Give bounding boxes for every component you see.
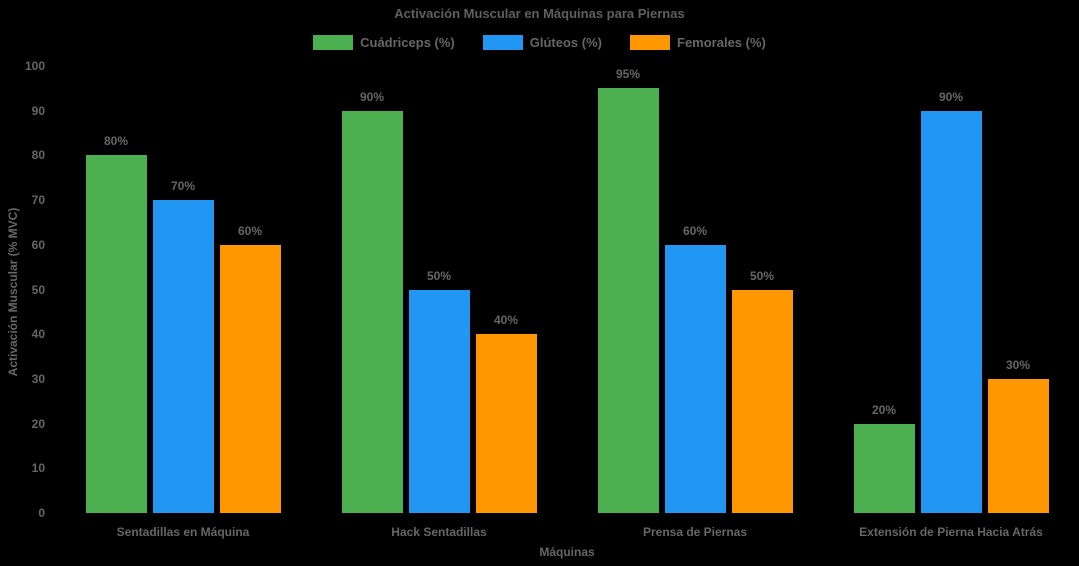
bar-value-label: 60% xyxy=(237,223,263,238)
y-tick-label: 80 xyxy=(31,148,45,163)
bar-value-label: 90% xyxy=(938,89,964,104)
bar xyxy=(152,200,214,513)
y-tick-label: 100 xyxy=(24,59,45,73)
bar-group: 20% 90% 30% xyxy=(823,66,1079,513)
legend-swatch-icon xyxy=(313,35,354,50)
bar xyxy=(664,244,726,513)
y-tick-label: 40 xyxy=(31,327,45,342)
bar-column: 95% xyxy=(597,66,659,513)
bar-column: 30% xyxy=(987,66,1049,513)
legend-item-3[interactable]: Femorales (%) xyxy=(630,35,766,50)
y-tick-label: 30 xyxy=(31,371,45,386)
bar-value-label: 50% xyxy=(426,268,452,283)
bar-column: 50% xyxy=(408,66,470,513)
chart-title: Activación Muscular en Máquinas para Pie… xyxy=(394,6,685,21)
legend: Cuádriceps (%) Glúteos (%) Femorales (%) xyxy=(0,35,1079,50)
bar-value-label: 50% xyxy=(749,268,775,283)
bar-column: 70% xyxy=(152,66,214,513)
bar-column: 40% xyxy=(475,66,537,513)
bar-group: 95% 60% 50% xyxy=(567,66,823,513)
legend-swatch-icon xyxy=(482,35,523,50)
x-category-label: Extensión de Pierna Hacia Atrás xyxy=(859,525,1043,539)
bar-value-label: 90% xyxy=(359,89,385,104)
y-tick-label: 90 xyxy=(31,103,45,118)
bar-column: 90% xyxy=(341,66,403,513)
legend-item-2[interactable]: Glúteos (%) xyxy=(482,35,602,50)
bar xyxy=(731,289,793,513)
plot-area: 80% 70% 60% 90% 50% 40% 95% 60% 50% 20% 90% 30% xyxy=(55,66,1079,513)
bar-column: 20% xyxy=(853,66,915,513)
y-tick-label: 0 xyxy=(38,506,45,520)
y-tick-label: 60 xyxy=(31,237,45,252)
bar xyxy=(853,423,915,513)
bar xyxy=(920,110,982,513)
bar xyxy=(219,244,281,513)
bar-value-label: 95% xyxy=(615,67,641,82)
bar-column: 50% xyxy=(731,66,793,513)
bar-value-label: 20% xyxy=(871,402,897,417)
x-axis-category-labels: Sentadillas en Máquina Hack Sentadillas Pr… xyxy=(55,524,1079,540)
legend-swatch-icon xyxy=(630,35,670,50)
bar xyxy=(475,334,537,513)
legend-label: Glúteos (%) xyxy=(529,35,602,50)
legend-item-1[interactable]: Cuádriceps (%) xyxy=(313,35,455,50)
x-category-label: Prensa de Piernas xyxy=(642,525,748,539)
x-category-label: Sentadillas en Máquina xyxy=(116,525,250,539)
bar xyxy=(597,88,659,513)
legend-label: Cuádriceps (%) xyxy=(360,35,455,50)
bar-value-label: 40% xyxy=(493,313,519,328)
legend-label: Femorales (%) xyxy=(677,35,766,50)
bar-column: 80% xyxy=(85,66,147,513)
bar-value-label: 60% xyxy=(682,223,708,238)
y-tick-label: 50 xyxy=(31,282,45,297)
y-tick-label: 70 xyxy=(31,193,45,208)
bar-value-label: 80% xyxy=(103,134,129,149)
bar-column: 90% xyxy=(920,66,982,513)
bar-value-label: 30% xyxy=(1005,357,1031,372)
y-tick-label: 10 xyxy=(31,461,45,476)
bar-value-label: 70% xyxy=(170,179,196,194)
bar xyxy=(987,378,1049,513)
y-tick-label: 20 xyxy=(31,416,45,431)
x-category-label: Hack Sentadillas xyxy=(391,525,487,539)
bar xyxy=(341,110,403,513)
x-axis-title: Máquinas xyxy=(539,545,595,559)
bar-group: 80% 70% 60% xyxy=(55,66,311,513)
bar xyxy=(408,289,470,513)
bar-group: 90% 50% 40% xyxy=(311,66,567,513)
bar-column: 60% xyxy=(219,66,281,513)
bar xyxy=(85,155,147,513)
bar-column: 60% xyxy=(664,66,726,513)
